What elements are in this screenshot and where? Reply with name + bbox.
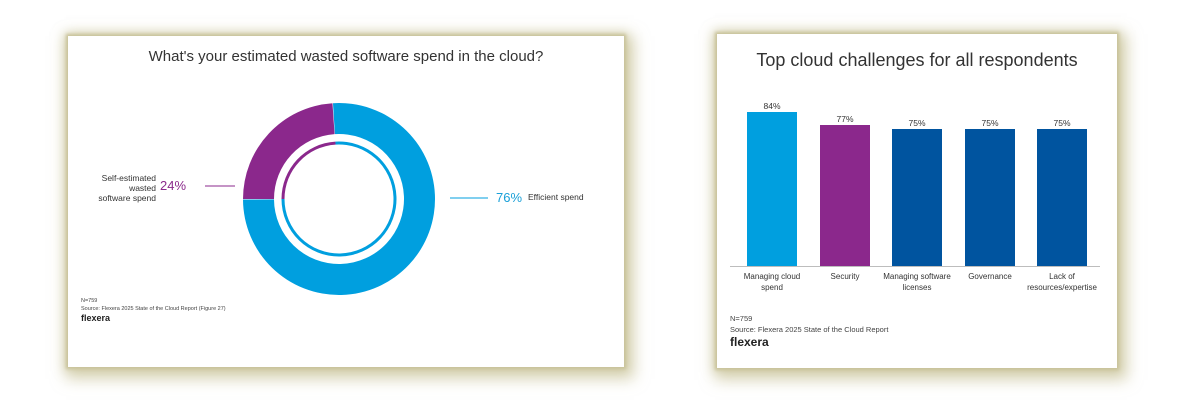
bar-value-label: 84% (763, 101, 781, 111)
bar-lack-of-resources-expertise (1037, 129, 1087, 266)
flexera-logo: flexera (81, 313, 111, 323)
donut-slice (243, 103, 435, 296)
category-label: Managing cloud spend (743, 272, 801, 292)
label-line: software spend (98, 193, 156, 203)
bar-security (820, 125, 870, 266)
category-label: Governance (968, 272, 1012, 281)
x-axis-line (730, 266, 1100, 267)
sample-size: N=759 (730, 314, 753, 323)
chart-footer: N=759 Source: Flexera 2025 State of the … (81, 297, 226, 323)
bar-value-label: 77% (836, 114, 854, 124)
inner-ring-slice (281, 141, 336, 199)
sample-size: N=759 (81, 298, 98, 304)
chart-footer: N=759 Source: Flexera 2025 State of the … (730, 313, 888, 348)
chart-title: Top cloud challenges for all respondents (756, 50, 1078, 70)
source-note: Source: Flexera 2025 State of the Cloud … (81, 306, 226, 312)
category-label: Managing software licenses (883, 272, 951, 292)
label-line: Self-estimated (101, 173, 156, 183)
bar-managing-cloud-spend (747, 112, 797, 266)
label-line: wasted (129, 183, 156, 193)
category-label: Security (830, 272, 860, 281)
efficient-spend-label: Efficient spend (528, 192, 584, 202)
donut-chart (205, 103, 488, 296)
bar-managing-software-licenses (892, 129, 942, 266)
source-note: Source: Flexera 2025 State of the Cloud … (730, 325, 889, 334)
chart-title: What's your estimated wasted software sp… (148, 48, 544, 65)
flexera-logo: flexera (730, 335, 769, 349)
bar-value-label: 75% (981, 118, 999, 128)
bar-value-label: 75% (1053, 118, 1071, 128)
bar-value-label: 75% (908, 118, 926, 128)
efficient-spend-pct: 76% (496, 190, 523, 205)
cloud-challenges-card: Top cloud challenges for all respondents… (717, 34, 1117, 368)
wasted-spend-pct: 24% (160, 178, 187, 193)
donut-slice (242, 103, 335, 199)
wasted-spend-card: What's your estimated wasted software sp… (68, 36, 624, 367)
wasted-spend-label: Self-estimated wasted software spend (76, 173, 156, 203)
bar-governance (965, 129, 1015, 266)
category-label: Lack of resources/expertise (1027, 272, 1097, 292)
